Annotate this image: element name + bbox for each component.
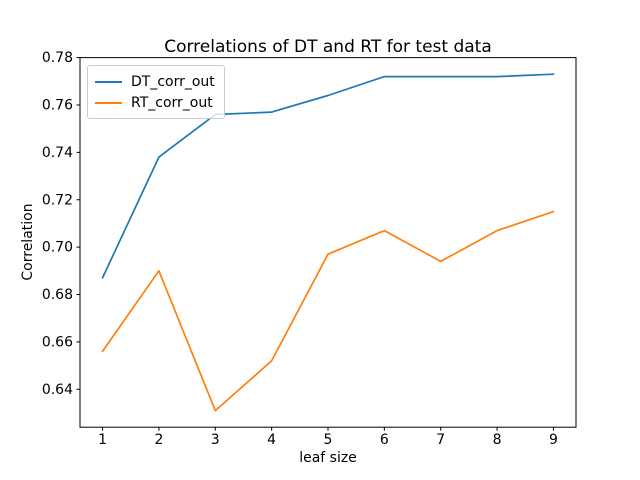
x-tick-label: 1 xyxy=(98,432,107,448)
y-tick-label: 0.70 xyxy=(42,240,73,256)
y-tick-label: 0.64 xyxy=(42,382,73,398)
legend-item-label: DT_corr_out xyxy=(131,73,215,90)
x-tick-label: 3 xyxy=(211,432,220,448)
x-tick-label: 7 xyxy=(436,432,445,448)
legend: DT_corr_out RT_corr_out xyxy=(87,65,225,119)
y-tick-label: 0.76 xyxy=(42,97,73,113)
series-line-RT_corr_out xyxy=(101,210,555,412)
series-line-DT_corr_out xyxy=(101,73,555,279)
x-tick-label: 6 xyxy=(380,432,389,448)
x-tick-label: 4 xyxy=(267,432,276,448)
chart-title: Correlations of DT and RT for test data xyxy=(164,37,492,57)
legend-line-sample xyxy=(95,101,122,104)
legend-item: RT_corr_out xyxy=(95,92,215,113)
y-tick-label: 0.72 xyxy=(42,192,73,208)
y-tick-label: 0.74 xyxy=(42,145,73,161)
y-tick-label: 0.68 xyxy=(42,287,73,303)
y-axis-label: Correlation xyxy=(20,203,36,281)
x-axis-label: leaf size xyxy=(299,450,357,466)
x-tick-label: 2 xyxy=(154,432,163,448)
x-tick-label: 5 xyxy=(324,432,333,448)
x-tick-label: 9 xyxy=(549,432,558,448)
y-tick-label: 0.78 xyxy=(42,50,73,66)
legend-item-label: RT_corr_out xyxy=(131,94,213,111)
x-tick-label: 8 xyxy=(493,432,502,448)
legend-item: DT_corr_out xyxy=(95,71,215,92)
legend-line-sample xyxy=(95,80,122,83)
y-tick-label: 0.66 xyxy=(42,334,73,350)
